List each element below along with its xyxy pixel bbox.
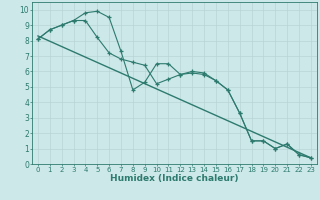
X-axis label: Humidex (Indice chaleur): Humidex (Indice chaleur) — [110, 174, 239, 183]
